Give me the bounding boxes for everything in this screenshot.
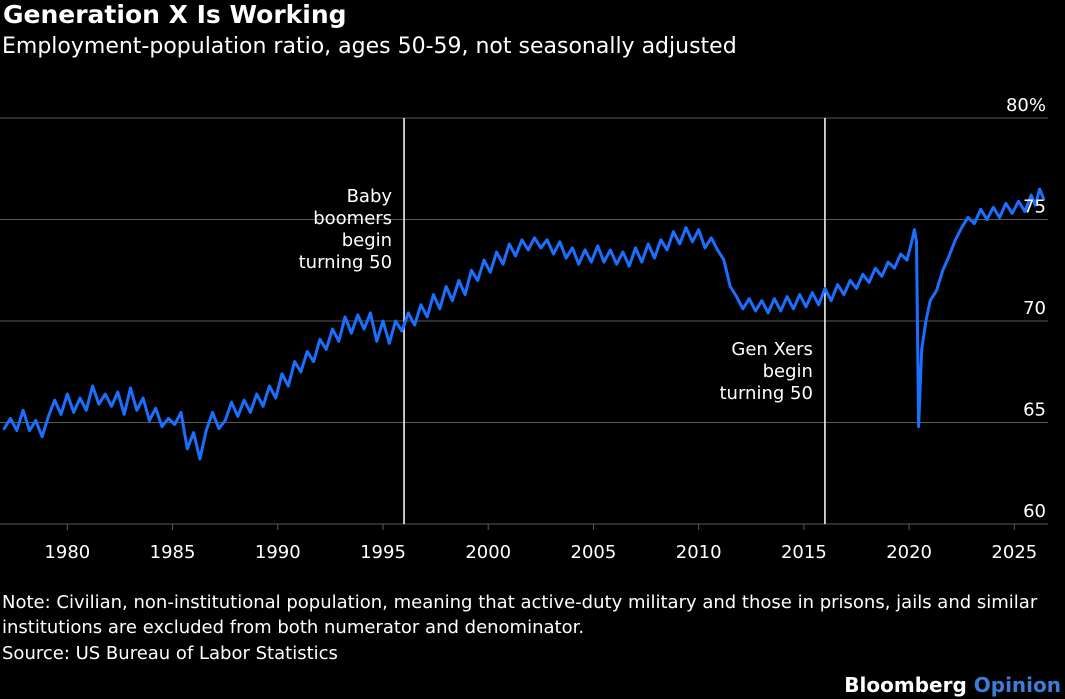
- annotation-label: turning 50: [299, 252, 392, 273]
- annotation-label: Gen Xers: [731, 339, 813, 360]
- y-tick-label: 70: [1023, 298, 1046, 319]
- axis-layer: 60 65 70 75 80% 1980 1985 1990 1995 2000 2005 2010 2…: [44, 95, 1046, 563]
- x-tick-label: 1980: [44, 542, 90, 563]
- annotation-label: turning 50: [720, 383, 813, 404]
- brand-secondary: Opinion: [973, 673, 1061, 697]
- x-tick-label: 2015: [781, 542, 827, 563]
- annotation-label: begin: [763, 361, 813, 382]
- y-tick-label: 60: [1023, 501, 1046, 522]
- annotation-label: Baby: [347, 186, 393, 207]
- y-tick-label: 65: [1023, 400, 1046, 421]
- x-tick-label: 2000: [465, 542, 511, 563]
- series-line: [2, 187, 1046, 461]
- y-tick-label: 75: [1023, 197, 1046, 218]
- brand-logo: Bloomberg Opinion: [844, 673, 1061, 697]
- x-tick-label: 1990: [255, 542, 301, 563]
- chart-subtitle: Employment-population ratio, ages 50-59,…: [2, 34, 737, 59]
- y-tick-label: 80%: [1006, 95, 1046, 116]
- brand-primary: Bloomberg: [844, 673, 967, 697]
- x-tick-label: 1985: [150, 542, 196, 563]
- chart-title: Generation X Is Working: [3, 0, 347, 29]
- x-tick-label: 2005: [571, 542, 617, 563]
- chart-source: Source: US Bureau of Labor Statistics: [2, 643, 338, 664]
- grid-layer: [0, 117, 1048, 525]
- x-tick-label: 1995: [360, 542, 406, 563]
- annotation-label: begin: [342, 230, 392, 251]
- annotation-label: boomers: [313, 208, 392, 229]
- x-tick-label: 2020: [886, 542, 932, 563]
- series-layer: [2, 187, 1046, 461]
- x-tick-label: 2010: [676, 542, 722, 563]
- x-tick-label: 2025: [991, 542, 1037, 563]
- chart-note: Note: Civilian, non-institutional popula…: [2, 592, 1038, 638]
